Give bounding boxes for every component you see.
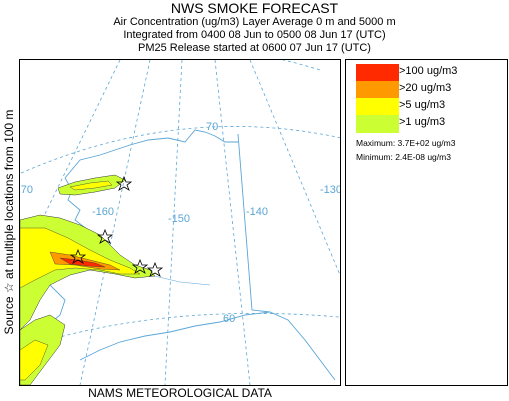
alaska-south-coast [79,311,336,381]
legend-label-100: >100 ug/m3 [399,65,458,77]
legend-item-1: >1 ug/m3 [356,115,496,133]
plume-west-20 [49,251,121,271]
legend-swatch-100 [356,64,399,82]
longitude-line-160 [79,60,151,385]
lon-label-150: -150 [168,213,190,225]
source-marker [69,248,87,264]
lon-label-130: -130 [320,184,340,196]
legend-label-1: >1 ug/m3 [399,116,446,128]
latitude-line-80 [281,60,321,71]
plume-southwest-inner [20,339,49,381]
lon-label-170: -170 [20,184,33,196]
source-marker [115,175,133,191]
source-label: Source ☆ at multiple locations from 100 … [0,59,18,386]
longitude-grid [20,60,340,385]
longitude-line-170 [20,60,121,266]
plume-northwest-inner [69,180,113,191]
latitude-line-60 [20,312,340,350]
legend-maximum: Maximum: 3.7E+02 ug/m3 [356,138,456,148]
longitude-line-140 [214,60,251,385]
legend-label-20: >20 ug/m3 [399,82,452,94]
legend-swatch-5 [356,98,399,116]
source-marker [96,228,114,244]
legend-minimum: Minimum: 2.4E-08 ug/m3 [356,152,451,162]
legend-panel: >100 ug/m3 >20 ug/m3 >5 ug/m3 >1 ug/m3 M… [345,59,508,386]
footer-data-source: NAMS METEOROLOGICAL DATA [88,386,272,400]
source-marker [131,258,149,274]
subtitle-integration: Integrated from 0400 08 Jun to 0500 08 J… [123,29,386,41]
latitude-line-70 [20,126,340,175]
legend-item-5: >5 ug/m3 [356,98,496,116]
lat-label-60: 60 [223,313,235,325]
subtitle-concentration: Air Concentration (ug/m3) Layer Average … [113,16,396,28]
map-svg: -170 -160 -150 -140 -130 70 60 [20,60,340,385]
lon-label-160: -160 [92,206,114,218]
grid-labels: -170 -160 -150 -140 -130 70 60 [20,121,340,325]
lat-label-70: 70 [206,121,218,133]
legend-swatch-20 [356,81,399,99]
subtitle-release: PM25 Release started at 0600 07 Jun 17 (… [138,42,371,54]
source-markers [69,175,164,277]
canada-border [237,133,271,313]
legend-swatch-1 [356,115,399,133]
smoke-plumes [20,174,156,385]
lon-label-140: -140 [246,206,268,218]
alaska-north-coast [64,129,238,179]
source-label-text: Source ☆ at multiple locations from 100 … [2,110,16,335]
legend-item-100: >100 ug/m3 [356,64,496,82]
legend-item-20: >20 ug/m3 [356,81,496,99]
page-title: NWS SMOKE FORECAST [170,0,339,16]
source-marker [146,261,164,277]
legend-label-5: >5 ug/m3 [399,99,446,111]
map-panel[interactable]: -170 -160 -150 -140 -130 70 60 [19,59,341,386]
longitude-line-150 [164,60,183,385]
longitude-line-130 [249,60,340,276]
